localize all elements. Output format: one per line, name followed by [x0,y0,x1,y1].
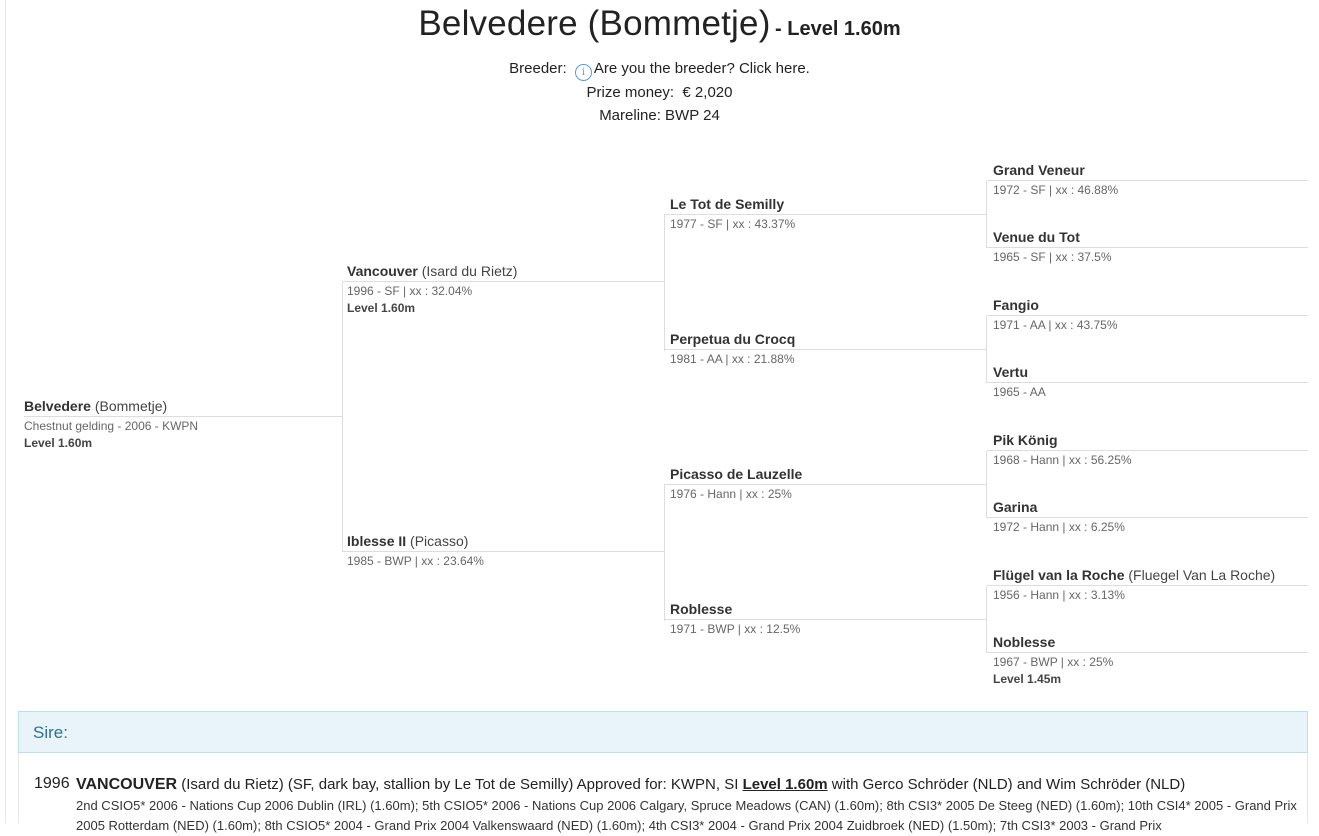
breeder-row: Breeder: i Are you the breeder? Click her… [0,57,1319,81]
pedigree-dam-sire: Picasso de Lauzelle 1976 - Hann | xx : 2… [664,466,986,501]
sire-alias: (Isard du Rietz) [421,263,518,279]
dam-name-link[interactable]: Iblesse II [347,533,407,549]
pedigree-dam-dam: Roblesse 1971 - BWP | xx : 12.5% [664,601,986,636]
dss-info: 1968 - Hann | xx : 56.25% [993,453,1132,467]
breeder-claim-link[interactable]: Are you the breeder? Click here. [593,60,810,77]
sd-divider [664,349,986,350]
sire-info: 1996 - SF | xx : 32.04% [347,284,473,298]
sire-section-heading: Sire: [18,711,1308,753]
sire-level: Level 1.60m [347,301,416,315]
ddd-level: Level 1.45m [993,672,1062,686]
info-icon[interactable]: i [574,64,592,81]
sdd-divider [987,382,1308,383]
sd-info: 1981 - AA | xx : 21.88% [670,352,795,366]
ssd-name-link[interactable]: Venue du Tot [993,229,1080,245]
sire-name-link[interactable]: Vancouver [347,263,418,279]
dss-divider [987,450,1308,451]
breeder-label: Breeder: [509,60,567,77]
dsd-info: 1972 - Hann | xx : 6.25% [993,520,1125,534]
sdd-name-link[interactable]: Vertu [993,364,1029,380]
sire-level-link[interactable]: Level 1.60m [742,776,828,793]
subject-name-link[interactable]: Belvedere [24,398,91,414]
prize-label: Prize money: [586,84,675,101]
pedigree-dam: Iblesse II (Picasso) 1985 - BWP | xx : 2… [342,533,664,568]
sd-name-link[interactable]: Perpetua du Crocq [670,331,796,347]
sire-section-content: 1996 VANCOUVER (Isard du Rietz) (SF, dar… [18,753,1308,833]
dsd-name-link[interactable]: Garina [993,499,1038,515]
ss-info: 1977 - SF | xx : 43.37% [670,217,796,231]
dds-info: 1956 - Hann | xx : 3.13% [993,588,1125,602]
sds-name-link[interactable]: Fangio [993,297,1039,313]
pedigree-sire-dam: Perpetua du Crocq 1981 - AA | xx : 21.88… [664,331,986,366]
horse-title: Belvedere (Bommetje) [418,4,771,43]
dds-alias: (Fluegel Van La Roche) [1128,567,1276,583]
gen3-connector-1 [986,181,987,248]
ss-name-link[interactable]: Le Tot de Semilly [670,196,785,212]
sire-desc-text: (Isard du Rietz) (SF, dark bay, stallion… [177,776,743,793]
gen3-connector-2 [986,316,987,383]
prize-row: Prize money: € 2,020 [0,81,1319,104]
pedigree-sss: Grand Veneur 1972 - SF | xx : 46.88% [987,162,1308,197]
ssd-divider [987,247,1308,248]
gen1-connector [342,282,343,552]
ddd-info: 1967 - BWP | xx : 25% [993,655,1114,669]
sire-heading-label: Sire: [33,723,68,742]
ddd-name-link[interactable]: Noblesse [993,634,1056,650]
gen2-connector-sire [664,215,665,351]
gen2-connector-dam [664,485,665,621]
ds-divider [664,484,986,485]
dd-name-link[interactable]: Roblesse [670,601,733,617]
dd-info: 1971 - BWP | xx : 12.5% [670,622,801,636]
sds-divider [987,315,1308,316]
pedigree-dsd: Garina 1972 - Hann | xx : 6.25% [987,499,1308,534]
sss-name-link[interactable]: Grand Veneur [993,162,1085,178]
dam-alias: (Picasso) [410,533,469,549]
ddd-divider [987,652,1308,653]
gen3-connector-3 [986,451,987,518]
sire-divider [342,281,664,282]
sss-info: 1972 - SF | xx : 46.88% [993,183,1119,197]
page-header: Belvedere (Bommetje) - Level 1.60m Breed… [0,0,1319,127]
sire-year: 1996 [34,775,70,792]
pedigree-ddd: Noblesse 1967 - BWP | xx : 25% Level 1.4… [987,634,1308,686]
sds-info: 1971 - AA | xx : 43.75% [993,318,1118,332]
ssd-info: 1965 - SF | xx : 37.5% [993,250,1112,264]
dss-name-link[interactable]: Pik König [993,432,1058,448]
gen3-connector-4 [986,586,987,653]
sire-caps-name: VANCOUVER [76,776,178,793]
prize-value: € 2,020 [682,84,733,101]
pedigree-sire: Vancouver (Isard du Rietz) 1996 - SF | x… [342,263,664,315]
sire-description: VANCOUVER (Isard du Rietz) (SF, dark bay… [76,774,1301,795]
ds-name-link[interactable]: Picasso de Lauzelle [670,466,803,482]
pedigree-subject: Belvedere (Bommetje) Chestnut gelding - … [24,398,342,450]
dam-divider [342,551,664,552]
pedigree-sdd: Vertu 1965 - AA [987,364,1308,399]
dds-name-link[interactable]: Flügel van la Roche [993,567,1125,583]
page-title: Belvedere (Bommetje) - Level 1.60m [0,4,1319,46]
horse-level-title: - Level 1.60m [775,18,901,40]
subject-divider [24,416,342,417]
pedigree-dds: Flügel van la Roche (Fluegel Van La Roch… [987,567,1308,602]
sss-divider [987,180,1308,181]
page-left-border [5,0,6,823]
dsd-divider [987,517,1308,518]
subject-info: Chestnut gelding - 2006 - KWPN [24,419,199,433]
pedigree-ssd: Venue du Tot 1965 - SF | xx : 37.5% [987,229,1308,264]
dd-divider [664,619,986,620]
sire-results-text: 2nd CSIO5* 2006 - Nations Cup 2006 Dubli… [76,798,1297,833]
dds-divider [987,585,1308,586]
ds-info: 1976 - Hann | xx : 25% [670,487,792,501]
mareline-row: Mareline: BWP 24 [599,107,720,124]
subject-alias: (Bommetje) [94,398,168,414]
ss-divider [664,214,986,215]
pedigree-dss: Pik König 1968 - Hann | xx : 56.25% [987,432,1308,467]
pedigree-sire-sire: Le Tot de Semilly 1977 - SF | xx : 43.37… [664,196,986,231]
subject-level: Level 1.60m [24,436,93,450]
sire-riders-text: with Gerco Schröder (NLD) and Wim Schröd… [827,776,1186,793]
sdd-info: 1965 - AA [993,385,1046,399]
dam-info: 1985 - BWP | xx : 23.64% [347,554,484,568]
pedigree-sds: Fangio 1971 - AA | xx : 43.75% [987,297,1308,332]
